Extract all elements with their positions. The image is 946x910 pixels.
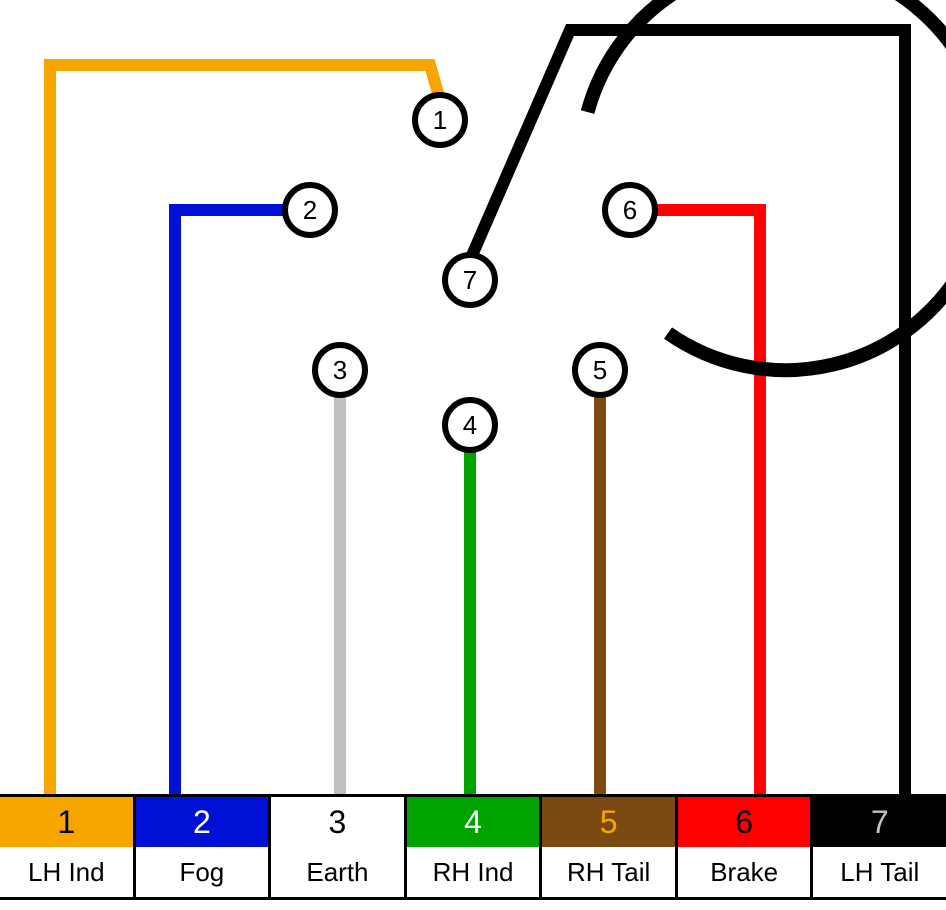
pin-5: 5 [575,345,625,395]
legend-label-5: RH Tail [542,847,678,897]
pin-label-5: 5 [593,355,607,385]
pin-4: 4 [445,400,495,450]
legend-num-text: 7 [871,804,889,841]
legend-label-text: RH Tail [567,857,650,888]
legend-label-3: Earth [271,847,407,897]
wire-6 [650,210,760,800]
legend-num-text: 6 [735,804,753,841]
legend-num-text: 1 [57,804,75,841]
legend-label-text: LH Tail [840,857,919,888]
pin-label-6: 6 [623,195,637,225]
legend-label-2: Fog [136,847,272,897]
legend-label-text: LH Ind [28,857,105,888]
legend-num-5: 5 [542,797,678,847]
wire-3 [337,390,340,800]
legend-label-1: LH Ind [0,847,136,897]
legend-label-text: Earth [306,857,368,888]
legend-num-text: 3 [329,804,347,841]
pin-label-3: 3 [333,355,347,385]
pin-7: 7 [445,255,495,305]
pin-1: 1 [415,95,465,145]
diagram-svg: 1 2 3 4 5 6 7 [0,0,946,800]
wire-2 [175,210,290,800]
legend-num-4: 4 [407,797,543,847]
legend-label-text: Fog [179,857,224,888]
wire-1 [50,65,440,800]
wire-5 [600,390,607,800]
legend-num-3: 3 [271,797,407,847]
legend-label-4: RH Ind [407,847,543,897]
wire-4 [470,445,472,800]
pin-label-4: 4 [463,410,477,440]
legend-number-row: 1 2 3 4 5 6 7 [0,794,946,850]
legend-label-text: Brake [710,857,778,888]
pin-2: 2 [285,185,335,235]
legend-label-text: RH Ind [433,857,514,888]
pin-label-1: 1 [433,105,447,135]
legend-label-7: LH Tail [813,847,946,897]
pin-label-7: 7 [463,265,477,295]
wiring-diagram: 1 2 3 4 5 6 7 1 2 3 4 5 6 7 LH Ind Fog Earth RH Ind RH T… [0,0,946,910]
pin-label-2: 2 [303,195,317,225]
legend-label-6: Brake [678,847,814,897]
legend-num-text: 4 [464,804,482,841]
legend-num-1: 1 [0,797,136,847]
legend-label-row: LH Ind Fog Earth RH Ind RH Tail Brake LH Tail [0,847,946,900]
legend-num-7: 7 [813,797,946,847]
pin-6: 6 [605,185,655,235]
legend-num-6: 6 [678,797,814,847]
legend-num-2: 2 [136,797,272,847]
pin-3: 3 [315,345,365,395]
legend-num-text: 5 [600,804,618,841]
wire-7 [470,30,905,800]
legend-num-text: 2 [193,804,211,841]
